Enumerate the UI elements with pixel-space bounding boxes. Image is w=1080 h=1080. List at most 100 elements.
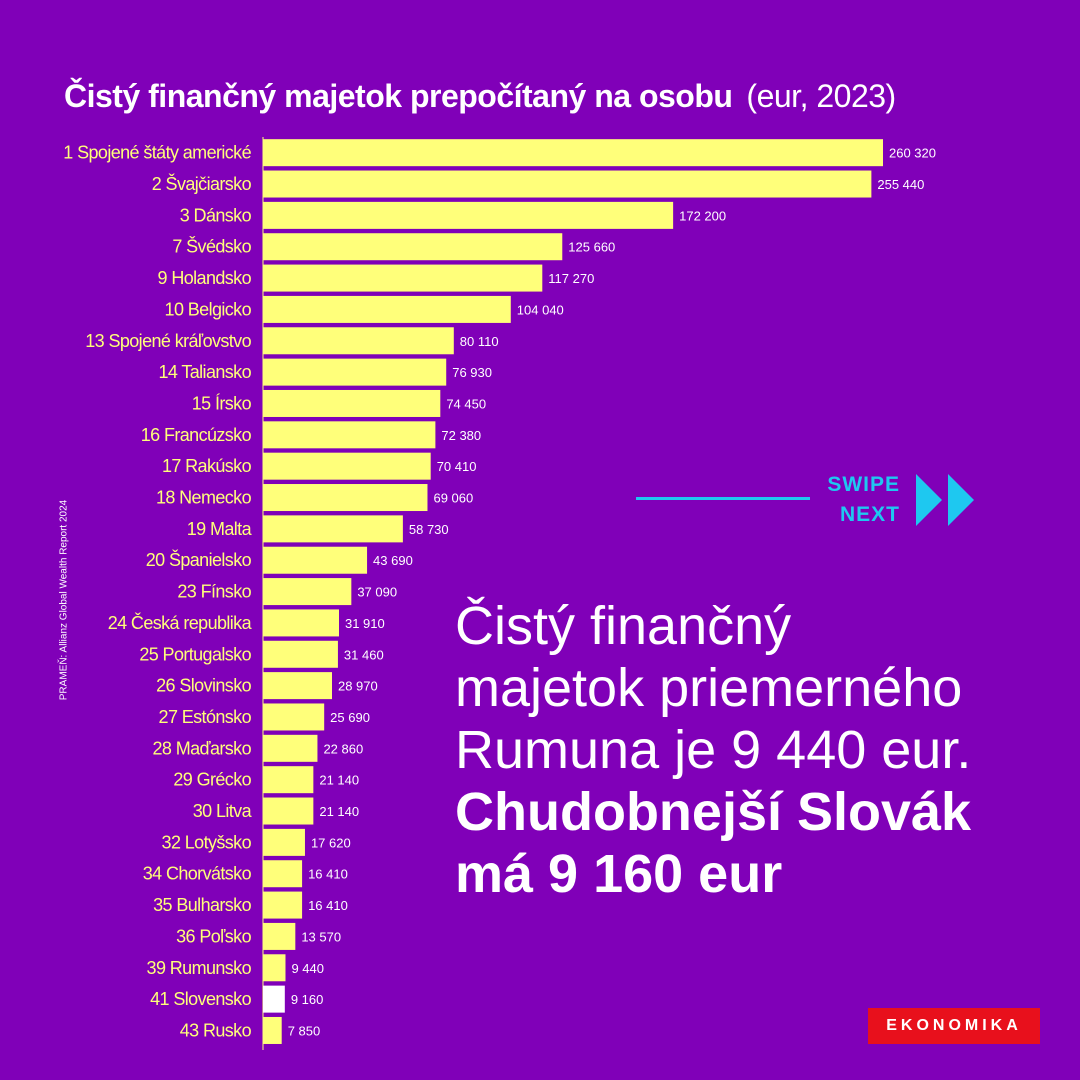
bar	[263, 264, 543, 292]
bar	[263, 515, 403, 543]
value-label: 69 060	[433, 491, 473, 506]
bar	[263, 358, 447, 386]
bar	[263, 578, 352, 606]
bar	[263, 703, 325, 731]
category-label: 9 Holandsko	[158, 268, 252, 288]
swipe-label-line2: NEXT	[839, 503, 900, 526]
category-label: 29 Grécko	[173, 770, 251, 790]
bar	[263, 609, 339, 637]
bar	[263, 484, 428, 512]
category-label: 23 Fínsko	[177, 582, 251, 602]
bar	[263, 295, 511, 323]
value-label: 104 040	[517, 302, 564, 317]
chart-title-unit: (eur, 2023)	[746, 78, 896, 114]
bar	[263, 640, 338, 668]
value-label: 37 090	[357, 585, 397, 600]
category-label: 17 Rakúsko	[162, 456, 252, 476]
category-label: 28 Maďarsko	[152, 738, 251, 758]
swipe-next-control[interactable]: SWIPE NEXT	[636, 470, 986, 530]
category-label: 25 Portugalsko	[139, 644, 251, 664]
value-label: 80 110	[460, 334, 499, 349]
value-label: 22 860	[323, 741, 363, 756]
category-label: 43 Rusko	[180, 1020, 252, 1040]
category-label: 1 Spojené štáty americké	[63, 143, 251, 163]
source-note: PRAMEŇ: Allianz Global Wealth Report 202…	[58, 499, 70, 701]
value-label: 76 930	[452, 365, 492, 380]
category-label: 24 Česká republika	[108, 612, 253, 633]
value-label: 21 140	[319, 804, 359, 819]
bar	[263, 327, 454, 355]
category-label: 19 Malta	[187, 519, 253, 539]
category-label: 14 Taliansko	[158, 362, 251, 382]
category-label: 41 Slovensko	[150, 989, 251, 1009]
headline-light-line: Rumuna je 9 440 eur.	[455, 720, 972, 780]
chart-title: Čistý finančný majetok prepočítaný na os…	[64, 78, 896, 115]
swipe-label: SWIPE NEXT	[816, 470, 900, 530]
headline-light-line: majetok priemerného	[455, 658, 963, 718]
bar	[263, 421, 436, 449]
category-label: 2 Švajčiarsko	[152, 173, 252, 194]
bar	[263, 233, 563, 261]
value-label: 25 690	[330, 710, 370, 725]
category-label: 30 Litva	[193, 801, 253, 821]
headline-bold-line: má 9 160 eur	[455, 844, 783, 904]
category-label: 10 Belgicko	[165, 299, 252, 319]
bar	[263, 766, 314, 794]
value-label: 74 450	[446, 396, 486, 411]
category-label: 36 Poľsko	[176, 926, 251, 946]
headline-light-line: Čistý finančný	[455, 596, 792, 656]
headline: Čistý finančný majetok priemerného Rumun…	[455, 595, 1055, 905]
value-label: 7 850	[288, 1023, 321, 1038]
value-label: 125 660	[568, 240, 615, 255]
category-label: 20 Španielsko	[146, 549, 252, 570]
value-label: 16 410	[308, 867, 348, 882]
ekonomika-logo: EKONOMIKA	[868, 1008, 1040, 1044]
value-label: 28 970	[338, 679, 378, 694]
headline-bold-line: Chudobnejší Slovák	[455, 782, 972, 842]
value-label: 43 690	[373, 553, 413, 568]
category-label: 15 Írsko	[192, 393, 252, 413]
value-label: 31 910	[345, 616, 385, 631]
value-label: 72 380	[441, 428, 481, 443]
category-label: 39 Rumunsko	[147, 958, 252, 978]
category-label: 16 Francúzsko	[141, 425, 252, 445]
bar	[263, 860, 303, 888]
value-label: 16 410	[308, 898, 348, 913]
bar	[263, 922, 296, 950]
bar	[263, 389, 441, 417]
value-label: 70 410	[437, 459, 477, 474]
bar	[263, 734, 318, 762]
bar	[263, 672, 332, 700]
value-label: 17 620	[311, 835, 351, 850]
value-label: 172 200	[679, 208, 726, 223]
value-label: 255 440	[877, 177, 924, 192]
category-label: 34 Chorvátsko	[143, 864, 252, 884]
category-label: 32 Lotyšsko	[162, 832, 252, 852]
value-label: 9 440	[291, 961, 324, 976]
bar	[263, 985, 285, 1013]
value-label: 31 460	[344, 647, 384, 662]
chart-title-main: Čistý finančný majetok prepočítaný na os…	[64, 78, 733, 114]
value-label: 58 730	[409, 522, 449, 537]
value-label: 117 270	[548, 271, 594, 286]
bar	[263, 452, 431, 480]
category-label: 27 Estónsko	[159, 707, 252, 727]
bar	[263, 170, 872, 198]
category-label: 35 Bulharsko	[153, 895, 251, 915]
swipe-label-line1: SWIPE	[827, 473, 900, 496]
bar	[263, 891, 303, 919]
double-arrow-right-icon[interactable]	[916, 472, 980, 528]
bar	[263, 828, 305, 856]
category-label: 26 Slovinsko	[156, 676, 251, 696]
value-label: 21 140	[319, 773, 359, 788]
category-label: 13 Spojené kráľovstvo	[85, 331, 251, 351]
bar	[263, 139, 883, 167]
value-label: 9 160	[291, 992, 324, 1007]
category-label: 3 Dánsko	[180, 205, 252, 225]
swipe-line	[636, 497, 810, 500]
bar	[263, 546, 368, 574]
bar	[263, 1016, 282, 1044]
value-label: 13 570	[301, 929, 341, 944]
bar	[263, 201, 674, 229]
